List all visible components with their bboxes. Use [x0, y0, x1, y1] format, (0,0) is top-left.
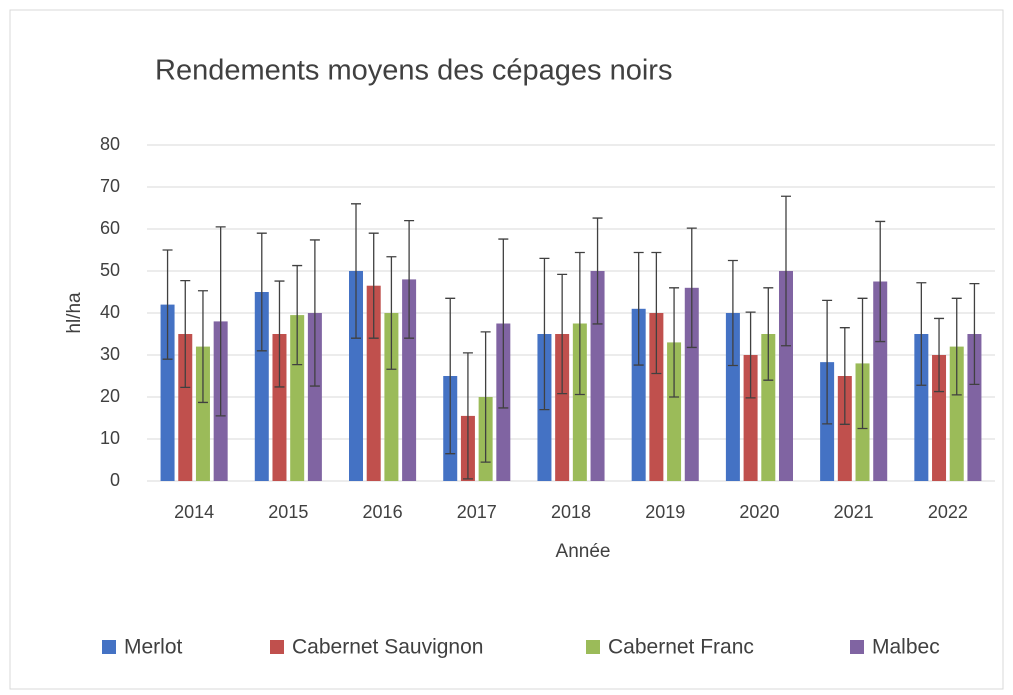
legend-label: Malbec: [872, 636, 940, 659]
x-tick-label: 2014: [174, 502, 214, 522]
error-bar: [969, 282, 980, 386]
error-bar: [763, 287, 774, 381]
error-bar: [651, 251, 662, 375]
error-bar: [445, 297, 456, 455]
bar: [631, 308, 646, 481]
bar: [366, 285, 381, 481]
legend-label: Cabernet Franc: [608, 636, 754, 659]
y-tick-label: 30: [100, 344, 120, 364]
error-bar: [292, 264, 303, 366]
y-tick-label: 60: [100, 218, 120, 238]
error-bar: [256, 232, 267, 352]
legend-label: Cabernet Sauvignon: [292, 636, 483, 659]
bar: [914, 334, 929, 481]
bar: [743, 355, 758, 481]
bar: [837, 376, 852, 481]
error-bar: [539, 257, 550, 411]
error-bar: [686, 227, 697, 349]
bar: [873, 281, 888, 481]
error-bar: [857, 297, 868, 430]
bar: [555, 334, 570, 481]
bar: [160, 304, 175, 481]
error-bar: [822, 299, 833, 425]
bar: [684, 287, 699, 481]
error-bar: [274, 280, 285, 388]
error-bar: [745, 311, 756, 399]
chart-title: Rendements moyens des cépages noirs: [155, 55, 672, 87]
error-bar: [462, 352, 473, 480]
x-tick-label: 2022: [928, 502, 968, 522]
error-bar: [480, 331, 491, 463]
error-bar: [197, 290, 208, 404]
y-tick-label: 80: [100, 134, 120, 154]
x-tick-label: 2018: [551, 502, 591, 522]
error-bar: [875, 220, 886, 343]
error-bar: [404, 219, 415, 339]
error-bar: [633, 251, 644, 366]
error-bar: [934, 317, 945, 393]
error-bar: [916, 282, 927, 386]
bar: [667, 342, 682, 481]
bar: [932, 355, 947, 481]
error-bar: [951, 297, 962, 396]
bar: [778, 271, 793, 481]
y-tick-label: 10: [100, 428, 120, 448]
y-tick-label: 50: [100, 260, 120, 280]
bar: [384, 313, 399, 481]
x-tick-label: 2015: [268, 502, 308, 522]
error-bar: [592, 217, 603, 325]
x-axis-title: Année: [556, 541, 611, 562]
bar: [725, 313, 740, 481]
x-tick-label: 2016: [363, 502, 403, 522]
error-bar: [180, 280, 191, 388]
error-bar: [309, 239, 320, 387]
legend-swatch: [270, 640, 284, 654]
error-bar: [498, 238, 509, 409]
error-bar: [386, 256, 397, 370]
y-axis-title: hl/ha: [64, 292, 85, 334]
legend-label: Merlot: [124, 636, 183, 659]
error-bar: [368, 232, 379, 339]
error-bar: [215, 226, 226, 417]
bar: [254, 292, 269, 481]
y-tick-label: 0: [110, 470, 120, 490]
error-bar: [780, 195, 791, 347]
bar: [178, 334, 193, 481]
error-bar: [669, 287, 680, 398]
bar: [195, 346, 210, 481]
bar: [349, 271, 364, 481]
y-tick-label: 20: [100, 386, 120, 406]
bar: [307, 313, 322, 481]
x-tick-label: 2017: [457, 502, 497, 522]
bar: [402, 279, 417, 481]
error-bar: [351, 203, 362, 339]
error-bar: [839, 327, 850, 425]
error-bar: [162, 249, 173, 360]
error-bar: [557, 273, 568, 395]
legend-swatch: [586, 640, 600, 654]
y-tick-label: 70: [100, 176, 120, 196]
legend-swatch: [850, 640, 864, 654]
bar: [649, 313, 664, 481]
x-tick-label: 2020: [739, 502, 779, 522]
bar: [290, 315, 305, 481]
y-tick-label: 40: [100, 302, 120, 322]
bar: [949, 346, 964, 481]
legend-swatch: [102, 640, 116, 654]
x-tick-label: 2019: [645, 502, 685, 522]
bar: [761, 334, 776, 481]
x-tick-label: 2021: [834, 502, 874, 522]
error-bar: [727, 259, 738, 367]
bar: [572, 323, 587, 481]
bar: [272, 334, 287, 481]
error-bar: [574, 251, 585, 396]
bar: [967, 334, 982, 481]
